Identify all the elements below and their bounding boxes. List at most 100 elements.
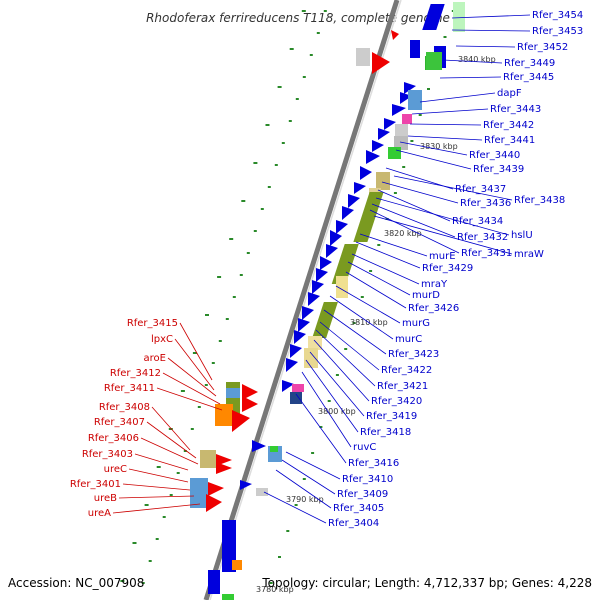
leader-line	[351, 253, 420, 285]
gc-dot	[319, 426, 323, 428]
leader-line	[174, 338, 215, 391]
map-title: Rhodoferax ferrireducens T118, complete …	[146, 11, 450, 25]
leader-line	[319, 321, 380, 371]
gc-dot	[168, 428, 173, 430]
gc-dot	[141, 582, 145, 584]
gene-label-rfer-3432[interactable]: Rfer_3432	[457, 232, 508, 243]
gene-label-rfer-3441[interactable]: Rfer_3441	[484, 135, 535, 146]
gene-label-rfer-3410[interactable]: Rfer_3410	[342, 474, 393, 485]
gc-dot	[225, 318, 229, 320]
leader-line	[112, 503, 201, 514]
gc-dot	[274, 164, 278, 166]
gc-dot	[311, 452, 315, 454]
leader-line	[359, 233, 428, 257]
gene-label-rfer-3408[interactable]: Rfer_3408	[99, 402, 150, 413]
gene-label-rfer-3421[interactable]: Rfer_3421	[377, 381, 428, 392]
gene-label-rfer-3454[interactable]: Rfer_3454	[532, 10, 583, 21]
gene-label-aroe[interactable]: aroE	[144, 353, 166, 364]
gene-label-rfer-3434[interactable]: Rfer_3434	[452, 216, 503, 227]
gc-dot	[217, 276, 222, 278]
leader-line	[295, 393, 347, 464]
gene-label-rfer-3426[interactable]: Rfer_3426	[408, 303, 459, 314]
gc-dot	[323, 10, 327, 12]
gene-label-rfer-3439[interactable]: Rfer_3439	[473, 164, 524, 175]
leader-line	[335, 285, 401, 324]
gene-label-murg[interactable]: murG	[402, 318, 430, 329]
kbp-mark: 3790 kbp	[286, 495, 324, 504]
gene-label-mraw[interactable]: mraW	[514, 249, 544, 260]
gene-label-rfer-3415[interactable]: Rfer_3415	[127, 318, 178, 329]
gc-dot	[253, 230, 257, 232]
gene-label-dapf[interactable]: dapF	[497, 88, 522, 99]
gc-dot	[352, 322, 356, 324]
gene-label-ureb[interactable]: ureB	[94, 493, 117, 504]
kbp-mark: 3840 kbp	[458, 55, 496, 64]
gene-label-rfer-3418[interactable]: Rfer_3418	[360, 427, 411, 438]
gc-dot	[277, 86, 282, 88]
gene-label-rfer-3409[interactable]: Rfer_3409	[337, 489, 388, 500]
gene-label-murc[interactable]: murC	[395, 334, 422, 345]
gc-dot	[309, 54, 313, 56]
gene-label-lpxc[interactable]: lpxC	[151, 334, 173, 345]
leader-line	[323, 309, 387, 355]
forward-strand-genes	[208, 2, 465, 600]
gene-label-rfer-3407[interactable]: Rfer_3407	[94, 417, 145, 428]
gc-dot	[267, 186, 271, 188]
leader-line	[167, 357, 217, 397]
gene-label-rfer-3405[interactable]: Rfer_3405	[333, 503, 384, 514]
gc-dot	[148, 560, 152, 562]
leader-line	[381, 181, 459, 204]
accession-text: Accession: NC_007908	[8, 576, 144, 590]
leader-line	[399, 141, 468, 156]
gene-label-murd[interactable]: murD	[412, 290, 440, 301]
leader-line	[315, 329, 376, 387]
right-gene-labels: Rfer_3454 Rfer_3453 Rfer_3452 Rfer_3449 Rfer…	[328, 10, 583, 529]
gene-label-mure[interactable]: murE	[429, 251, 456, 262]
gene-label-rfer-3436[interactable]: Rfer_3436	[460, 198, 511, 209]
gc-dot	[265, 124, 270, 126]
gc-dot	[144, 504, 149, 506]
leader-line	[442, 59, 503, 64]
gene-label-rfer-3449[interactable]: Rfer_3449	[504, 58, 555, 69]
leader-line	[128, 468, 189, 483]
gene-label-rfer-3442[interactable]: Rfer_3442	[483, 120, 534, 131]
leader-line	[134, 453, 189, 471]
gene-label-rfer-3431[interactable]: Rfer_3431	[461, 248, 512, 259]
gene-label-rfer-3453[interactable]: Rfer_3453	[532, 26, 583, 37]
gene-label-rfer-3429[interactable]: Rfer_3429	[422, 263, 473, 274]
gene-label-rfer-3406[interactable]: Rfer_3406	[88, 433, 139, 444]
gene-label-rfer-3438[interactable]: Rfer_3438	[514, 195, 565, 206]
leader-line	[451, 14, 531, 19]
gene-label-rfer-3420[interactable]: Rfer_3420	[371, 396, 422, 407]
gc-dot	[155, 538, 159, 540]
gene-label-urec[interactable]: ureC	[104, 464, 127, 475]
gene-label-rfer-3437[interactable]: Rfer_3437	[455, 184, 506, 195]
gc-dot	[278, 556, 281, 558]
gene-label-ruvc[interactable]: ruvC	[353, 442, 376, 453]
leader-line	[395, 149, 472, 170]
gene-label-rfer-3445[interactable]: Rfer_3445	[503, 72, 554, 83]
gene-label-rfer-3419[interactable]: Rfer_3419	[366, 411, 417, 422]
gc-dot	[377, 244, 381, 246]
gc-dot	[393, 192, 397, 194]
gene-label-rfer-3440[interactable]: Rfer_3440	[469, 150, 520, 161]
gene-label-rfer-3416[interactable]: Rfer_3416	[348, 458, 399, 469]
gene-label-rfer-3412[interactable]: Rfer_3412	[110, 368, 161, 379]
gene-label-rfer-3401[interactable]: Rfer_3401	[70, 479, 121, 490]
gene-label-rfer-3422[interactable]: Rfer_3422	[381, 365, 432, 376]
gc-dot	[294, 504, 298, 506]
gene-label-rfer-3452[interactable]: Rfer_3452	[517, 42, 568, 53]
gene-label-mray[interactable]: mraY	[421, 279, 448, 290]
gene-label-rfer-3403[interactable]: Rfer_3403	[82, 449, 133, 460]
gene-label-urea[interactable]: ureA	[88, 508, 111, 519]
gene-label-rfer-3404[interactable]: Rfer_3404	[328, 518, 379, 529]
kbp-mark: 3800 kbp	[318, 407, 356, 416]
leader-line	[455, 45, 516, 48]
gc-dot	[360, 296, 364, 298]
gene-label-rfer-3411[interactable]: Rfer_3411	[104, 383, 155, 394]
gene-label-rfer-3443[interactable]: Rfer_3443	[490, 104, 541, 115]
gene-label-hslu[interactable]: hslU	[511, 230, 533, 241]
gc-dot	[183, 450, 187, 452]
gene-label-rfer-3423[interactable]: Rfer_3423	[388, 349, 439, 360]
gc-dot	[239, 274, 243, 276]
